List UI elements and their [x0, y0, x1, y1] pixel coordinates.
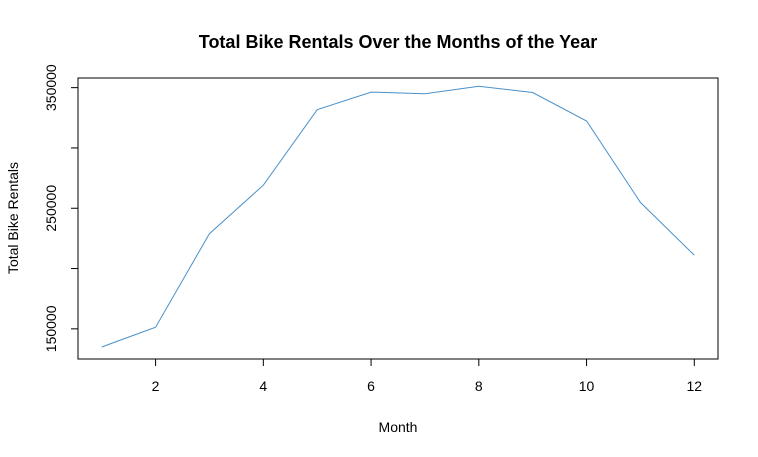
- y-tick-label: 250000: [43, 185, 59, 232]
- x-tick-label: 2: [152, 378, 160, 394]
- x-tick-label: 6: [367, 378, 375, 394]
- y-tick-label: 150000: [43, 305, 59, 352]
- y-axis: 150000 250000 350000: [43, 64, 79, 352]
- x-tick-label: 10: [579, 378, 595, 394]
- y-tick-label: 350000: [43, 64, 59, 111]
- x-tick-label: 8: [475, 378, 483, 394]
- y-axis-label: Total Bike Rentals: [5, 162, 21, 274]
- x-axis: 2 4 6 8 10 12: [152, 358, 703, 394]
- plot-frame: [77, 77, 719, 360]
- x-tick-label: 4: [259, 378, 267, 394]
- x-axis-label: Month: [379, 419, 418, 435]
- chart-title: Total Bike Rentals Over the Months of th…: [199, 32, 597, 52]
- series-line: [101, 85, 695, 348]
- x-tick-label: 12: [687, 378, 703, 394]
